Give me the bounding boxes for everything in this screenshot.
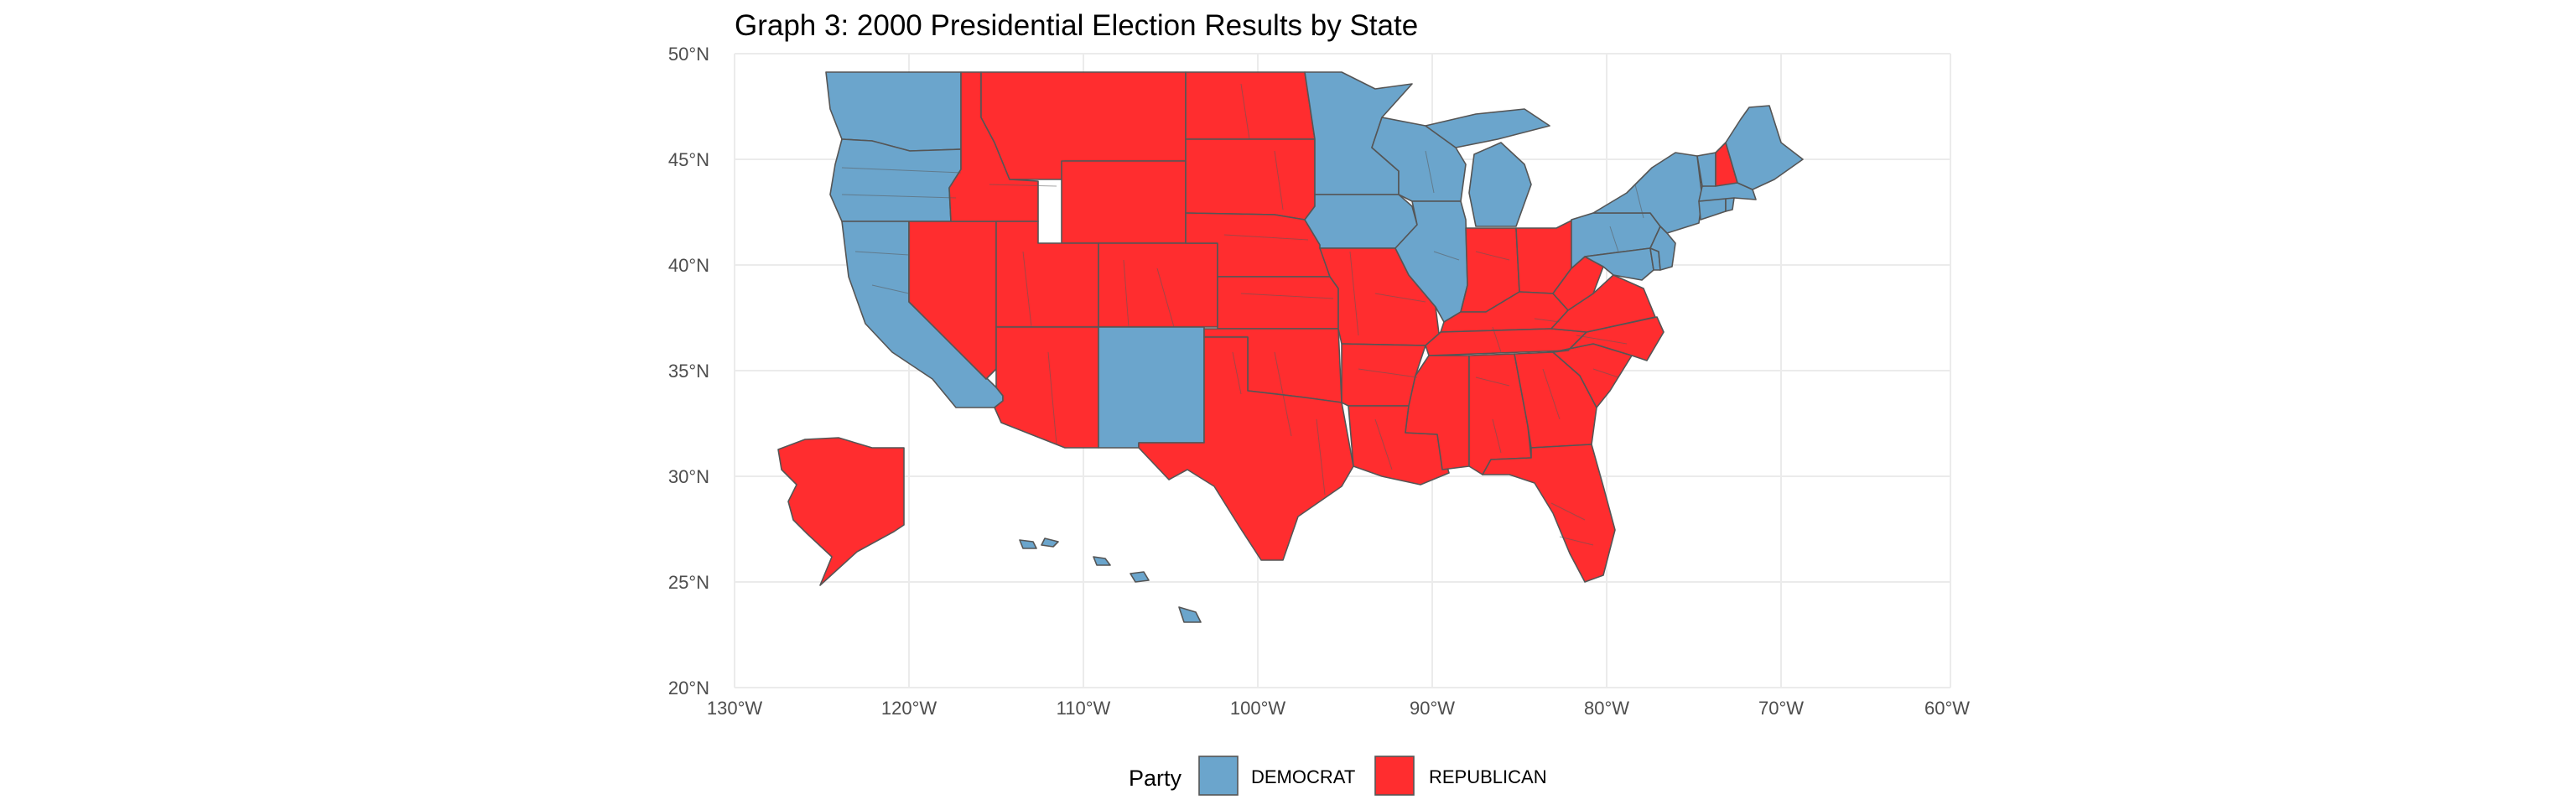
state-texas <box>1138 336 1354 561</box>
state-mississippi <box>1405 355 1470 470</box>
y-tick-label: 35°N <box>668 361 709 382</box>
state-new-jersey <box>1649 226 1676 271</box>
x-tick-label: 130°W <box>707 698 763 719</box>
x-tick-label: 100°W <box>1230 698 1286 719</box>
y-tick-label: 25°N <box>668 572 709 593</box>
legend-title: Party <box>1129 766 1182 791</box>
legend-label-democrat: DEMOCRAT <box>1251 766 1355 787</box>
state-rhode-island <box>1725 197 1735 212</box>
y-tick-label: 45°N <box>668 149 709 170</box>
y-tick-label: 30°N <box>668 466 709 487</box>
legend-label-republican: REPUBLICAN <box>1429 766 1547 787</box>
state-arizona <box>994 326 1099 449</box>
chart-title: Graph 3: 2000 Presidential Election Resu… <box>735 9 1418 42</box>
x-tick-label: 80°W <box>1584 698 1629 719</box>
y-tick-label: 50°N <box>668 44 709 65</box>
x-axis-labels: 130°W 120°W 110°W 100°W 90°W 80°W 70°W 6… <box>707 698 1970 719</box>
y-axis-labels: 50°N 45°N 40°N 35°N 30°N 25°N 20°N <box>668 44 709 699</box>
x-tick-label: 110°W <box>1057 698 1111 719</box>
state-south-dakota <box>1185 138 1316 221</box>
x-tick-label: 90°W <box>1410 698 1455 719</box>
legend-key-republican <box>1374 756 1415 796</box>
state-maine <box>1725 105 1804 190</box>
state-wyoming <box>1061 160 1187 244</box>
state-kansas <box>1217 276 1339 330</box>
y-tick-label: 40°N <box>668 255 709 276</box>
x-tick-label: 70°W <box>1758 698 1804 719</box>
state-new-mexico <box>1098 326 1205 449</box>
legend-key-democrat <box>1198 756 1239 796</box>
state-polygons <box>777 71 1804 623</box>
state-michigan <box>1425 108 1550 227</box>
state-north-dakota <box>1185 71 1316 140</box>
legend: Party DEMOCRAT REPUBLICAN <box>1129 756 1547 796</box>
y-tick-label: 20°N <box>668 678 709 699</box>
county-boundary-texture <box>841 83 1644 546</box>
state-oregon <box>829 138 962 222</box>
state-florida <box>1482 444 1616 583</box>
x-tick-label: 120°W <box>881 698 937 719</box>
state-alaska <box>777 437 905 586</box>
state-iowa <box>1304 194 1418 249</box>
state-colorado <box>1098 242 1218 328</box>
x-tick-label: 60°W <box>1924 698 1970 719</box>
state-hawaii <box>1019 538 1202 623</box>
